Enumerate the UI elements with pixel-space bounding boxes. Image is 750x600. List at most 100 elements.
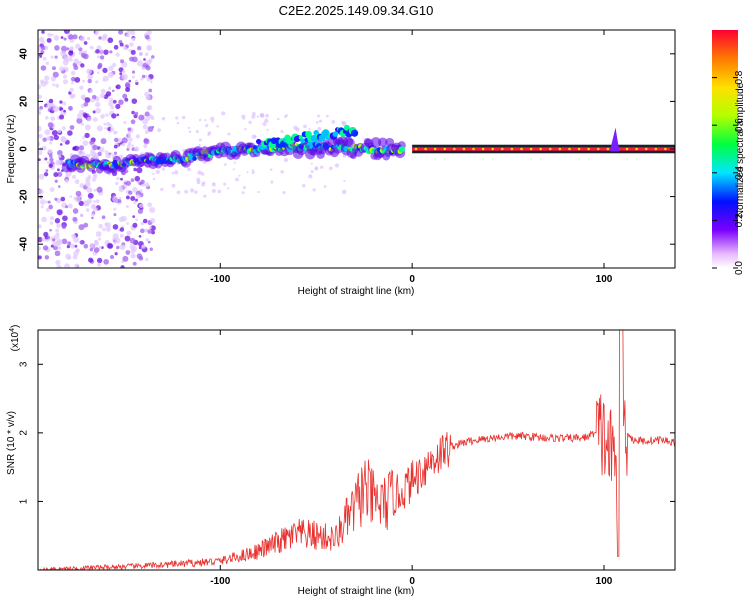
noise-dot <box>211 188 216 194</box>
noise-dot <box>96 125 103 132</box>
noise-dot <box>125 195 130 200</box>
noise-dot <box>129 42 134 47</box>
noise-dot <box>136 45 142 51</box>
noise-dot <box>83 102 89 107</box>
noise-dot <box>117 138 123 143</box>
noise-dot <box>161 167 166 171</box>
noise-dot <box>102 227 106 232</box>
noise-dot <box>136 167 143 174</box>
noise-dot <box>38 236 43 243</box>
noise-dot <box>134 111 139 116</box>
noise-dot <box>266 128 269 132</box>
noise-dot <box>303 124 307 129</box>
y-tick-label: -20 <box>19 189 30 204</box>
noise-dot <box>128 48 132 52</box>
noise-dot <box>74 179 80 185</box>
noise-dot <box>95 240 99 244</box>
noise-dot <box>71 174 77 180</box>
noise-dot <box>130 248 136 254</box>
noise-dot <box>149 207 156 214</box>
noise-dot <box>54 250 61 257</box>
noise-dot <box>317 126 322 131</box>
noise-dot <box>112 62 117 68</box>
noise-dot <box>108 101 114 107</box>
noise-dot <box>91 212 95 217</box>
noise-dot <box>80 52 87 59</box>
noise-dot <box>115 103 121 110</box>
steady-dot <box>462 147 466 151</box>
noise-dot <box>56 264 62 268</box>
noise-dot <box>147 240 151 244</box>
noise-dot <box>93 172 97 177</box>
noise-dot <box>124 235 131 242</box>
noise-dot <box>143 138 150 145</box>
noise-dot <box>90 98 95 103</box>
noise-dot <box>148 226 152 229</box>
noise-dot <box>83 41 88 45</box>
noise-dot <box>38 94 43 99</box>
steady-dot <box>501 147 504 151</box>
steady-dot <box>481 147 485 151</box>
noise-dot <box>115 181 119 186</box>
noise-dot <box>45 207 50 212</box>
noise-dot <box>96 71 100 75</box>
noise-dot <box>132 222 138 228</box>
noise-dot <box>251 134 257 140</box>
noise-dot <box>45 169 49 172</box>
noise-dot <box>95 30 100 34</box>
noise-dot <box>108 65 114 72</box>
branch-dot <box>332 131 339 137</box>
noise-dot <box>108 97 114 103</box>
noise-dot <box>62 74 68 79</box>
noise-dot <box>135 81 139 86</box>
noise-dot <box>50 33 54 37</box>
steady-dot <box>433 147 437 151</box>
noise-dot <box>102 67 108 73</box>
noise-dot <box>41 30 45 34</box>
noise-dot <box>60 36 64 39</box>
noise-dot <box>235 177 239 182</box>
noise-dot <box>46 160 51 165</box>
noise-dot <box>62 59 69 66</box>
noise-dot <box>43 172 49 177</box>
noise-dot <box>283 157 289 163</box>
snr-y-ticks: 3 2 1 <box>19 361 675 504</box>
noise-dot <box>152 177 156 181</box>
spectrogram-image <box>38 30 675 268</box>
noise-dot <box>60 136 67 142</box>
noise-dot <box>83 222 89 228</box>
noise-dot <box>148 88 153 93</box>
noise-dot <box>95 101 101 108</box>
noise-dot <box>106 121 111 127</box>
noise-dot <box>184 189 189 194</box>
branch-dot <box>300 138 306 144</box>
noise-dot <box>112 224 119 230</box>
steady-dot <box>491 147 495 151</box>
steady-dot <box>539 147 542 151</box>
noise-dot <box>121 137 128 144</box>
noise-dot <box>57 168 60 172</box>
noise-dot <box>56 209 63 216</box>
noise-dot <box>127 134 131 138</box>
steady-dot <box>644 147 648 151</box>
noise-dot <box>69 49 73 54</box>
noise-dot <box>319 119 323 123</box>
noise-dot <box>72 34 78 40</box>
noise-dot <box>142 218 148 224</box>
colorbar-tick-label: 0.4 <box>734 165 745 179</box>
noise-dot <box>204 118 207 122</box>
noise-dot <box>76 117 83 124</box>
noise-dot <box>131 110 135 115</box>
snr-frame <box>37 329 676 571</box>
noise-dot <box>131 38 135 42</box>
noise-dot <box>76 112 84 120</box>
snr-line <box>38 330 675 570</box>
noise-dot <box>83 243 89 249</box>
noise-dot <box>151 230 155 235</box>
noise-dot <box>217 189 222 194</box>
noise-dot <box>98 36 102 40</box>
noise-dot <box>59 66 65 72</box>
noise-dot <box>128 79 132 83</box>
noise-dot <box>135 134 140 139</box>
noise-dot <box>71 233 77 239</box>
